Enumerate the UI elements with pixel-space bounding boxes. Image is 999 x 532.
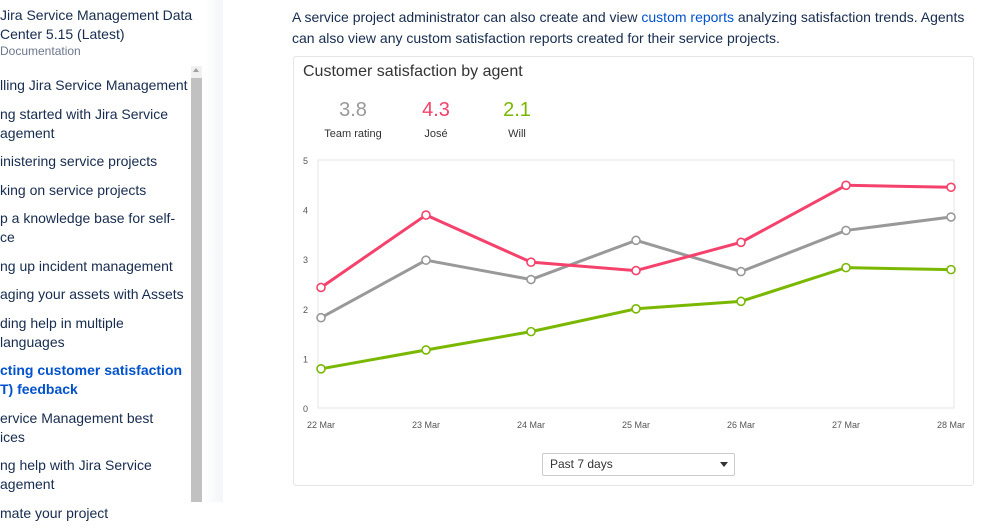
data-point <box>736 266 746 277</box>
sidebar-item[interactable]: aging your assets with Assets <box>0 286 184 302</box>
data-point <box>316 312 326 323</box>
sidebar: Jira Service Management Data Center 5.15… <box>0 0 205 521</box>
stat-value: 4.3 <box>422 99 450 121</box>
chevron-down-icon <box>720 462 728 467</box>
stat-team-rating: 3.8 Team rating <box>308 99 398 140</box>
intro-text-before: A service project administrator can also… <box>292 9 642 25</box>
data-point <box>736 237 746 248</box>
data-point <box>526 326 536 337</box>
data-point <box>736 296 746 307</box>
data-point <box>631 265 641 276</box>
plot-area <box>317 159 955 409</box>
satisfaction-line-chart: 0 1 2 3 4 5 22 Mar 23 Mar 24 Mar 25 Mar 26 Mar 27 M… <box>303 156 965 430</box>
data-point <box>631 304 641 314</box>
stat-label: Will <box>508 128 526 140</box>
scrollbar-thumb[interactable] <box>191 78 202 502</box>
stat-value: 3.8 <box>339 99 367 121</box>
y-tick-label: 4 <box>303 206 308 216</box>
space-subtitle: Documentation <box>0 44 81 58</box>
data-point <box>526 257 536 267</box>
data-point <box>946 182 956 193</box>
y-tick-label: 0 <box>303 404 308 414</box>
data-point <box>841 262 851 273</box>
y-tick-label: 2 <box>303 305 308 315</box>
data-point <box>946 264 956 275</box>
custom-reports-link[interactable]: custom reports <box>641 9 734 25</box>
sidebar-item[interactable]: ervice Management best ices <box>0 409 154 445</box>
space-title[interactable]: Jira Service Management Data Center 5.15… <box>0 7 193 42</box>
stat-will: 2.1 Will <box>472 99 562 140</box>
series-line <box>320 266 952 371</box>
sidebar-item[interactable]: cting customer satisfaction T) feedback <box>0 362 183 397</box>
y-tick-label: 3 <box>303 255 308 265</box>
sidebar-nav: lling Jira Service Management ng started … <box>0 76 190 532</box>
stat-value: 2.1 <box>503 99 531 121</box>
sidebar-scrollbar[interactable] <box>191 66 202 502</box>
data-point <box>316 282 326 293</box>
data-point <box>421 255 431 265</box>
x-tick-label: 24 Mar <box>517 420 545 430</box>
y-tick-label: 1 <box>303 354 308 364</box>
data-point <box>946 212 956 222</box>
intro-paragraph: A service project administrator can also… <box>292 7 982 49</box>
sidebar-item[interactable]: ding help in multiple languages <box>0 314 124 350</box>
x-tick-label: 23 Mar <box>412 420 440 430</box>
satisfaction-report-card: Customer satisfaction by agent 3.8 Team … <box>293 56 974 486</box>
stat-label: José <box>424 128 448 140</box>
data-point <box>841 180 851 191</box>
date-range-select[interactable]: Past 7 days <box>542 453 735 476</box>
data-point <box>526 274 536 285</box>
sidebar-item[interactable]: king on service projects <box>0 181 147 198</box>
scroll-up-arrow-icon[interactable] <box>193 68 199 72</box>
sidebar-divider <box>205 0 223 502</box>
x-tick-label: 22 Mar <box>307 420 335 430</box>
data-point <box>421 345 431 355</box>
sidebar-item[interactable]: p a knowledge base for self- ce <box>0 210 176 245</box>
data-point <box>421 210 431 220</box>
y-tick-label: 5 <box>303 156 308 166</box>
data-point <box>316 364 326 374</box>
date-range-value: Past 7 days <box>550 457 613 471</box>
x-tick-label: 27 Mar <box>832 420 860 430</box>
data-point <box>841 225 851 236</box>
stat-label: Team rating <box>324 128 382 140</box>
stat-jose: 4.3 José <box>391 99 481 140</box>
sidebar-item[interactable]: ng started with Jira Service agement <box>0 105 169 141</box>
sidebar-item[interactable]: lling Jira Service Management <box>0 77 188 93</box>
intro-text-after: analyzing satisfaction trends. Agents ca… <box>292 9 965 46</box>
sidebar-item[interactable]: ng up incident management <box>0 257 173 274</box>
x-tick-label: 26 Mar <box>727 420 755 430</box>
data-point <box>631 235 641 246</box>
sidebar-item[interactable]: inistering service projects <box>0 153 158 169</box>
sidebar-item[interactable]: mate your project <box>0 504 109 521</box>
card-title: Customer satisfaction by agent <box>303 63 523 80</box>
x-tick-label: 25 Mar <box>622 420 650 430</box>
sidebar-item[interactable]: ng help with Jira Service agement <box>0 457 152 492</box>
x-tick-label: 28 Mar <box>937 420 965 430</box>
